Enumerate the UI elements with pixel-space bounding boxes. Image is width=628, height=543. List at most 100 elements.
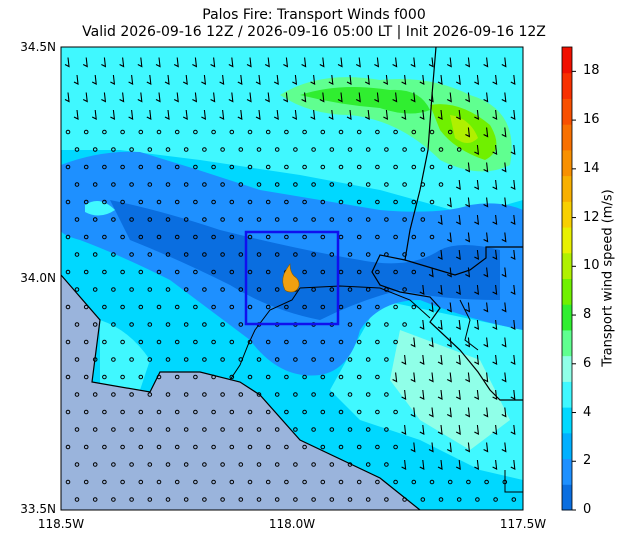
wind-barb (292, 109, 298, 120)
speed-pocket-2 (100, 320, 150, 390)
wind-barb (474, 144, 480, 155)
calm-wind-marker (83, 339, 89, 345)
calm-wind-marker (111, 357, 116, 362)
wind-barb (474, 354, 480, 365)
map-frame (60, 46, 524, 511)
calm-wind-marker (102, 199, 107, 205)
calm-wind-marker (211, 374, 216, 380)
wind-barb (428, 92, 434, 103)
calm-wind-marker (138, 304, 144, 310)
calm-wind-marker (129, 182, 134, 187)
calm-wind-marker (220, 287, 225, 292)
calm-wind-marker (111, 147, 116, 152)
wind-barb (192, 57, 198, 68)
calm-wind-marker (302, 269, 307, 275)
calm-wind-marker (102, 479, 107, 485)
wind-barb (510, 109, 516, 120)
calm-wind-marker (165, 357, 171, 362)
district-boundary-2 (229, 287, 301, 381)
calm-wind-marker (356, 234, 362, 240)
calm-wind-marker (384, 217, 389, 222)
calm-wind-marker (393, 199, 398, 205)
calm-wind-marker (265, 269, 271, 275)
colorbar-segment (562, 484, 572, 511)
calm-wind-marker (238, 462, 244, 467)
calm-wind-marker (147, 252, 153, 257)
colorbar-tick-label: 4 (583, 404, 592, 420)
calm-wind-marker (74, 392, 80, 397)
calm-wind-marker (265, 444, 271, 450)
wind-barb (437, 214, 443, 225)
calm-wind-marker (183, 217, 189, 222)
calm-wind-marker (92, 497, 98, 502)
calm-wind-marker (156, 304, 162, 310)
wind-barb (492, 179, 498, 190)
colorbar-frame (561, 46, 573, 511)
calm-wind-marker (274, 462, 280, 467)
calm-wind-marker (365, 322, 371, 327)
wind-barb (82, 92, 88, 103)
speed-band-lighter-se (390, 330, 510, 450)
colorbar-tick-label: 6 (583, 355, 592, 371)
calm-wind-marker (220, 497, 225, 502)
calm-wind-marker (284, 409, 289, 415)
calm-wind-marker (429, 129, 435, 135)
calm-wind-marker (83, 479, 89, 485)
calm-wind-marker (65, 304, 71, 310)
calm-wind-marker (338, 374, 344, 380)
wind-barb (455, 284, 461, 295)
calm-wind-marker (311, 427, 316, 432)
wind-barb (319, 57, 325, 68)
calm-wind-marker (493, 497, 498, 502)
calm-wind-marker (83, 164, 89, 170)
wind-barb (455, 459, 461, 470)
calm-wind-marker (320, 444, 326, 450)
calm-wind-marker (111, 462, 116, 467)
calm-wind-marker (111, 497, 116, 502)
calm-wind-marker (365, 427, 371, 432)
district-boundary-3 (459, 299, 479, 351)
calm-wind-marker (375, 269, 380, 275)
calm-wind-marker (211, 479, 216, 485)
calm-wind-marker (156, 199, 162, 205)
calm-wind-marker (102, 339, 107, 345)
calm-wind-marker (74, 217, 80, 222)
wind-barb (483, 92, 489, 103)
wind-barb (419, 109, 425, 120)
wind-barb (492, 284, 498, 295)
wind-barb (419, 354, 425, 365)
calm-wind-marker (138, 374, 144, 380)
calm-wind-marker (147, 217, 153, 222)
wind-barb (155, 92, 161, 103)
calm-wind-marker (102, 234, 107, 240)
calm-wind-marker (183, 322, 189, 327)
calm-wind-marker (402, 182, 407, 187)
calm-wind-marker (120, 444, 125, 450)
calm-wind-marker (320, 129, 326, 135)
wind-barb (510, 74, 516, 85)
calm-wind-marker (74, 322, 80, 327)
calm-wind-marker (138, 444, 144, 450)
calm-wind-marker (247, 164, 253, 170)
calm-wind-marker (229, 304, 235, 310)
colorbar-segment (562, 175, 572, 202)
calm-wind-marker (238, 287, 244, 292)
calm-wind-marker (265, 409, 271, 415)
calm-wind-marker (65, 479, 71, 485)
colorbar-segment (562, 407, 572, 434)
calm-wind-marker (211, 164, 216, 170)
calm-wind-marker (193, 269, 198, 275)
wind-barb (455, 319, 461, 330)
wind-barb (255, 109, 261, 120)
calm-wind-marker (338, 164, 344, 170)
wind-barb (273, 109, 279, 120)
calm-wind-marker (411, 304, 417, 310)
calm-wind-marker (365, 217, 371, 222)
calm-wind-marker (193, 479, 198, 485)
calm-wind-marker (220, 147, 225, 152)
calm-wind-marker (320, 409, 326, 415)
colorbar-segment (562, 47, 572, 74)
calm-wind-marker (183, 462, 189, 467)
wind-barb (492, 424, 498, 435)
calm-wind-marker (302, 304, 307, 310)
